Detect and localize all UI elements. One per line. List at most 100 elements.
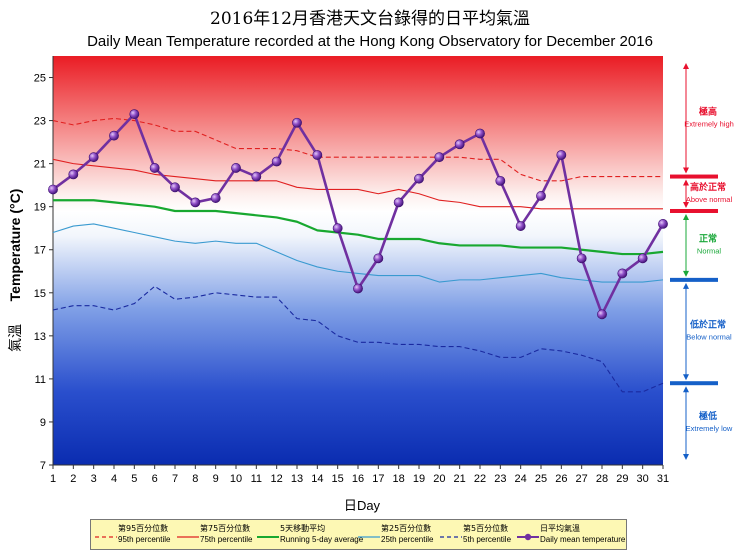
zone-arrow-head (683, 270, 689, 277)
legend-label-en: 75th percentile (200, 535, 253, 544)
x-tick-label: 18 (393, 473, 405, 485)
zone-label-zh: 極低 (698, 410, 717, 422)
daily-temp-point (129, 109, 140, 120)
legend-label-zh: 第75百分位數 (200, 524, 251, 533)
legend-swatch-p5 (440, 536, 462, 538)
x-tick-label: 11 (251, 473, 262, 485)
legend: 第95百分位數 95th percentile 第75百分位數 75th per… (90, 519, 627, 550)
daily-temp-point (617, 268, 628, 279)
zone-threshold-marker (670, 277, 718, 282)
x-tick-label: 31 (657, 473, 669, 485)
daily-temp-point (48, 184, 58, 195)
series-line-p5 (52, 285, 664, 393)
y-axis-label-en: Temperature (°C) (7, 189, 23, 302)
daily-temp-point (475, 128, 485, 139)
plot-area (53, 56, 663, 465)
x-tick-label: 6 (152, 473, 158, 485)
daily-temp-point (292, 117, 302, 128)
series-line-avg5 (53, 199, 664, 256)
daily-temp-point (556, 150, 567, 160)
daily-temp-point (353, 283, 363, 294)
x-tick-label: 3 (91, 473, 97, 485)
daily-temp-point (109, 130, 119, 141)
x-tick-label: 28 (596, 473, 608, 485)
zone-label-en: Extremely high (684, 119, 734, 128)
x-axis-label: 日Day (344, 498, 381, 514)
legend-label-zh: 第5百分位數 (463, 524, 509, 533)
y-tick-label: 21 (34, 159, 46, 171)
x-tick-label: 2 (70, 473, 76, 485)
legend-label-en: Running 5-day average (280, 535, 364, 544)
series-group (48, 109, 668, 393)
zone-label-en: Above normal (686, 195, 733, 204)
zones-group: 極高 Extremely high 高於正常 Above normal 正常 Normal… (670, 63, 734, 460)
legend-swatch-p25 (358, 536, 380, 538)
zone-arrow-head (683, 374, 689, 381)
x-tick-label: 25 (535, 473, 547, 485)
legend-label-en: 95th percentile (118, 535, 171, 544)
x-tick-label: 16 (352, 473, 364, 485)
zone-arrow-head (683, 282, 689, 289)
daily-temp-point (393, 197, 404, 208)
zone-threshold-marker (670, 174, 718, 179)
zone-label-zh: 正常 (699, 232, 717, 244)
daily-temp-point (576, 253, 587, 264)
daily-temp-point (231, 163, 241, 173)
zone-threshold-marker (670, 381, 718, 386)
x-tick-label: 7 (172, 473, 178, 485)
x-tick-label: 27 (576, 473, 588, 485)
legend-swatch-avg5 (257, 536, 279, 538)
legend-label-zh: 第25百分位數 (381, 524, 432, 533)
daily-temp-point (536, 191, 546, 201)
series-line-p95 (52, 117, 663, 182)
series-line-p25 (52, 223, 664, 283)
y-tick-label: 19 (34, 202, 46, 214)
x-tick-label: 24 (515, 473, 527, 485)
y-tick-label: 17 (34, 245, 46, 257)
legend-label-zh: 第95百分位數 (118, 524, 169, 533)
daily-temp-point (149, 163, 160, 173)
legend-label-en: Daily mean temperature (540, 535, 626, 544)
y-tick-label: 23 (34, 116, 46, 128)
legend-swatch-p75 (177, 536, 199, 538)
x-tick-label: 19 (413, 473, 425, 485)
y-tick-label: 11 (35, 374, 46, 386)
zone-label-en: Normal (697, 246, 722, 255)
daily-temp-point (251, 171, 262, 182)
daily-temp-point (515, 221, 526, 231)
daily-temp-point (414, 173, 424, 184)
x-tick-label: 23 (494, 473, 506, 485)
daily-temp-point (332, 223, 343, 234)
zone-arrow-head (683, 386, 689, 393)
chart-title-en: Daily Mean Temperature recorded at the H… (87, 33, 653, 50)
legend-label-zh: 5天移動平均 (280, 524, 326, 533)
y-tick-label: 13 (34, 331, 46, 343)
zone-label-zh: 極高 (698, 105, 717, 117)
x-tick-label: 29 (616, 473, 628, 485)
x-tick-label: 22 (474, 473, 486, 485)
zone-label-zh: 高於正常 (690, 181, 726, 193)
daily-temp-point (271, 156, 282, 167)
y-tick-label: 9 (40, 417, 46, 429)
daily-temp-point (170, 182, 180, 193)
zone-label-zh: 低於正常 (689, 319, 726, 331)
x-tick-label: 30 (637, 473, 649, 485)
zone-arrow-head (683, 213, 689, 220)
daily-temp-point (454, 139, 465, 150)
x-tick-label: 13 (291, 473, 303, 485)
zone-arrow-head (683, 63, 689, 69)
series-line-p75 (52, 158, 663, 210)
x-tick-label: 14 (311, 473, 323, 485)
daily-temp-point (434, 152, 445, 163)
zone-arrow-head (683, 454, 689, 460)
y-tick-label: 15 (34, 288, 46, 300)
zone-label-en: Extremely low (686, 424, 733, 433)
daily-temp-point (597, 309, 607, 320)
x-tick-label: 17 (372, 473, 384, 485)
x-tick-label: 20 (433, 473, 445, 485)
x-tick-label: 21 (454, 473, 466, 485)
zone-label-en: Below normal (686, 333, 732, 342)
zone-arrow-head (683, 201, 689, 208)
x-tick-label: 4 (111, 473, 117, 485)
